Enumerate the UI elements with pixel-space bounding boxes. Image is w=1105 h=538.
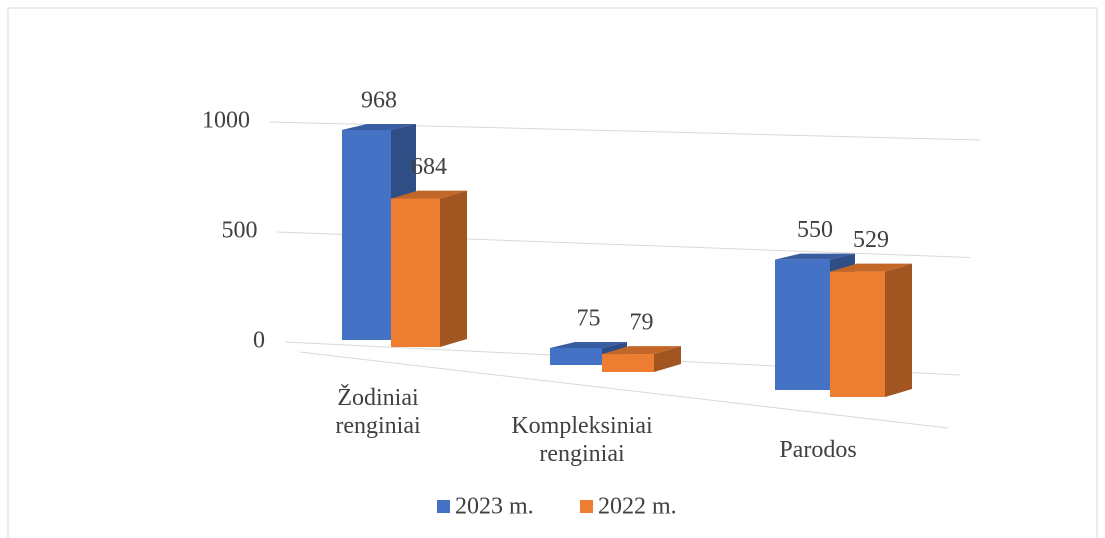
bar-side <box>440 190 467 347</box>
y-tick-label: 1000 <box>202 108 250 134</box>
x-tick-label: Kompleksiniai renginiai <box>511 413 653 467</box>
bar-side <box>885 263 912 397</box>
data-label: 529 <box>853 227 889 253</box>
y-tick-label: 0 <box>253 328 265 354</box>
legend-swatch <box>437 500 450 513</box>
legend-label: 2022 m. <box>598 494 677 520</box>
bar-top <box>830 263 912 272</box>
data-label: 550 <box>797 217 833 243</box>
data-label: 968 <box>361 87 397 113</box>
bar-side <box>654 346 681 372</box>
bar <box>342 129 391 340</box>
data-label: 79 <box>630 310 654 336</box>
bar <box>391 198 440 347</box>
floor-edge <box>299 351 949 429</box>
data-label: 684 <box>411 154 447 180</box>
bar <box>830 271 885 397</box>
x-tick-label: Žodiniai renginiai <box>335 385 421 439</box>
legend-swatch <box>580 500 593 513</box>
legend-label: 2023 m. <box>455 494 534 520</box>
bar <box>602 354 654 372</box>
chart-frame <box>7 7 1098 538</box>
bar <box>775 259 830 390</box>
bar <box>550 347 602 365</box>
y-tick-label: 500 <box>222 218 258 244</box>
x-tick-label: Parodos <box>779 437 857 463</box>
data-label: 75 <box>577 305 601 331</box>
bar-top <box>391 190 467 199</box>
bar-top <box>602 346 681 355</box>
bar-top <box>775 253 855 260</box>
bar-top <box>550 341 627 348</box>
bar-top <box>342 123 416 130</box>
